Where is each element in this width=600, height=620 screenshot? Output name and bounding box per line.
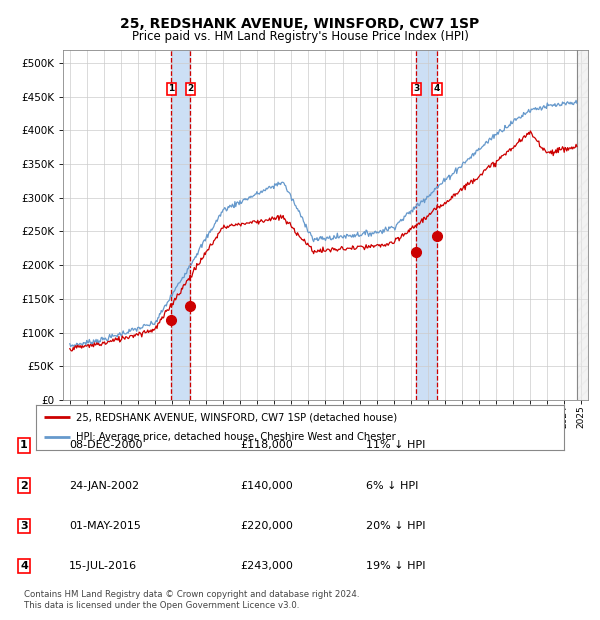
Text: 01-MAY-2015: 01-MAY-2015 (69, 521, 141, 531)
Text: £243,000: £243,000 (240, 561, 293, 571)
Text: £220,000: £220,000 (240, 521, 293, 531)
Text: Price paid vs. HM Land Registry's House Price Index (HPI): Price paid vs. HM Land Registry's House … (131, 30, 469, 43)
Text: 19% ↓ HPI: 19% ↓ HPI (366, 561, 425, 571)
Text: 20% ↓ HPI: 20% ↓ HPI (366, 521, 425, 531)
Text: 08-DEC-2000: 08-DEC-2000 (69, 440, 143, 450)
Text: 1: 1 (20, 440, 28, 450)
Text: HPI: Average price, detached house, Cheshire West and Chester: HPI: Average price, detached house, Ches… (76, 432, 395, 442)
Text: 6% ↓ HPI: 6% ↓ HPI (366, 480, 418, 490)
Text: 4: 4 (434, 84, 440, 93)
Text: £118,000: £118,000 (240, 440, 293, 450)
Text: 24-JAN-2002: 24-JAN-2002 (69, 480, 139, 490)
Text: 4: 4 (20, 561, 28, 571)
Text: Contains HM Land Registry data © Crown copyright and database right 2024.
This d: Contains HM Land Registry data © Crown c… (24, 590, 359, 609)
Text: 2: 2 (20, 480, 28, 490)
Bar (577, 50, 588, 400)
Bar (171, 50, 190, 400)
Text: 15-JUL-2016: 15-JUL-2016 (69, 561, 137, 571)
Text: 1: 1 (168, 84, 174, 93)
Bar (416, 50, 437, 400)
Text: 3: 3 (20, 521, 28, 531)
Text: £140,000: £140,000 (240, 480, 293, 490)
Text: 3: 3 (413, 84, 419, 93)
Text: 2: 2 (187, 84, 193, 93)
Text: 25, REDSHANK AVENUE, WINSFORD, CW7 1SP (detached house): 25, REDSHANK AVENUE, WINSFORD, CW7 1SP (… (76, 412, 397, 422)
Text: 11% ↓ HPI: 11% ↓ HPI (366, 440, 425, 450)
Text: 25, REDSHANK AVENUE, WINSFORD, CW7 1SP: 25, REDSHANK AVENUE, WINSFORD, CW7 1SP (121, 17, 479, 32)
